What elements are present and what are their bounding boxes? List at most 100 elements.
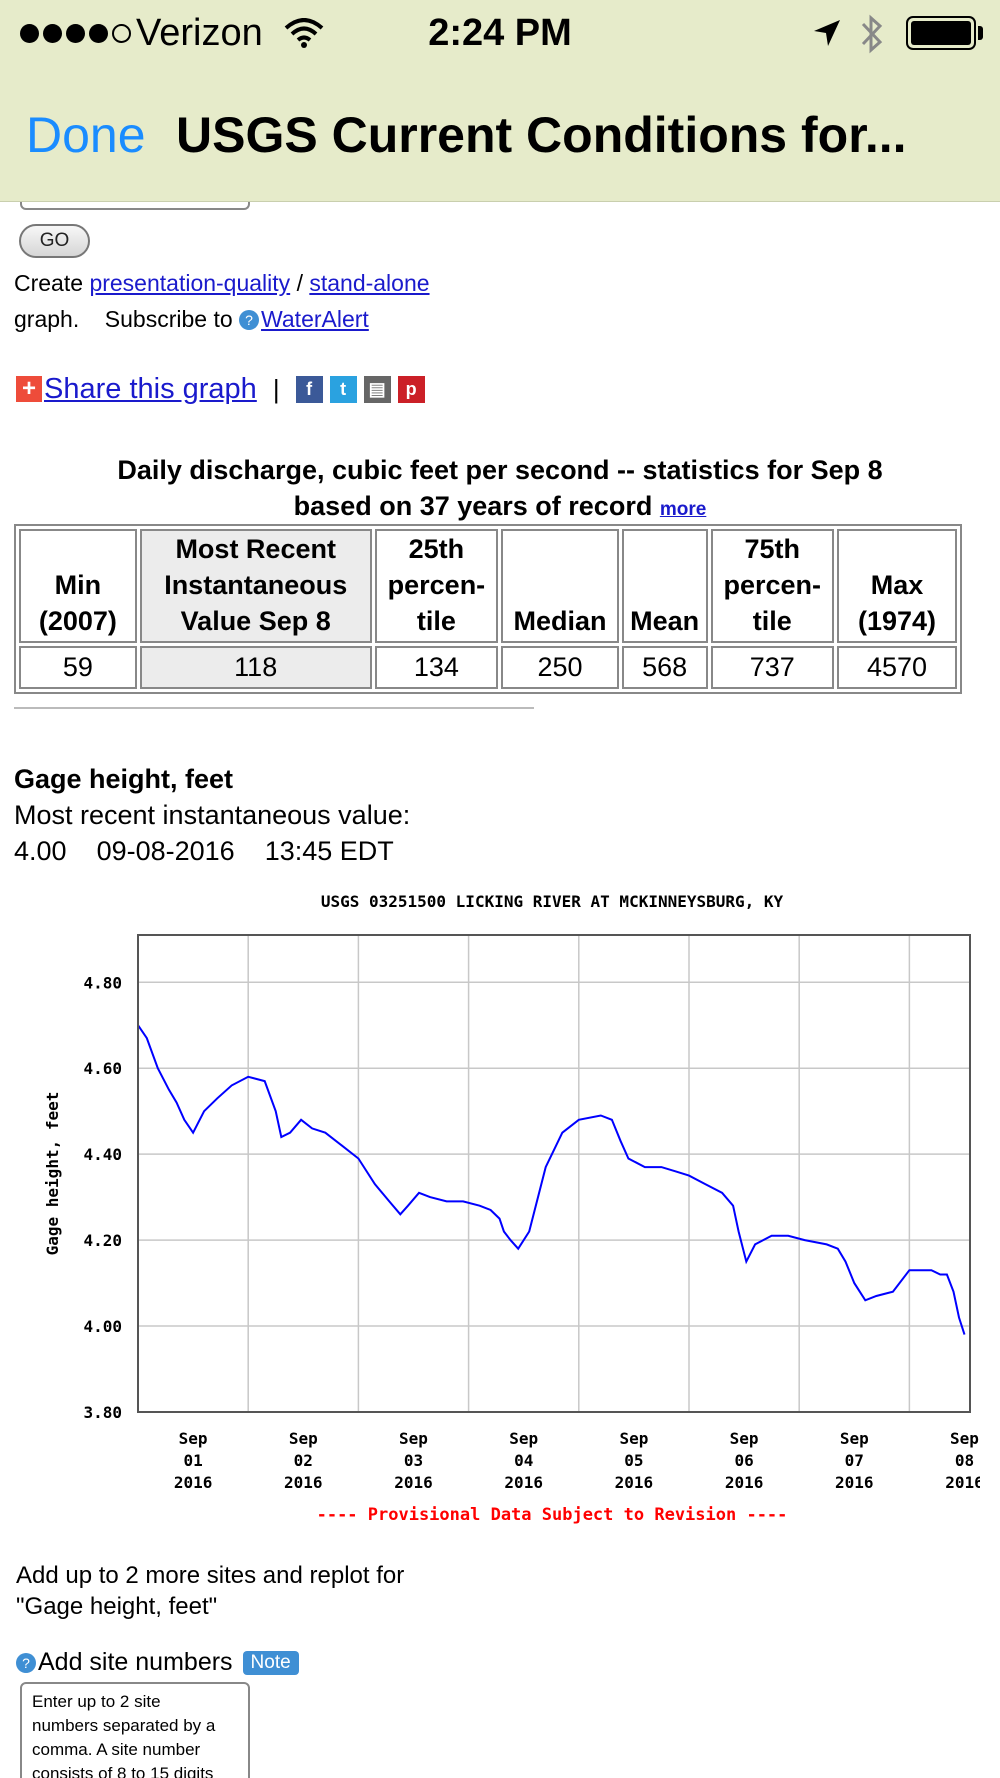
- create-text: Create: [14, 270, 84, 296]
- note-badge[interactable]: Note: [242, 1650, 299, 1675]
- x-ticks: Sep 01 2016 Sep 02 2016 Sep 03 2016 Sep 04 2016 Sep 0…: [174, 1429, 980, 1492]
- stats-value-row: 59 118 134 250 568 737 4570: [19, 646, 957, 689]
- location-arrow-icon: [814, 20, 840, 46]
- chart-footer: ---- Provisional Data Subject to Revisio…: [317, 1505, 788, 1525]
- x-tick-label: 2016: [504, 1473, 543, 1492]
- go-button[interactable]: GO: [19, 224, 90, 258]
- bluetooth-icon: [861, 14, 883, 54]
- status-bar: Verizon 2:24 PM: [0, 0, 1000, 70]
- add-sites-line1: Add up to 2 more sites and replot for: [16, 1562, 405, 1589]
- add-sites-text: Add up to 2 more sites and replot for "G…: [16, 1560, 404, 1622]
- presentation-quality-link[interactable]: presentation-quality: [89, 270, 291, 296]
- carrier-name: Verizon: [136, 12, 263, 54]
- y-tick-label: 4.40: [83, 1145, 122, 1164]
- divider: [14, 707, 534, 709]
- textarea-line: numbers separated by a: [32, 1716, 216, 1735]
- help-icon[interactable]: ?: [16, 1652, 36, 1673]
- plus-icon[interactable]: +: [16, 376, 42, 402]
- y-tick-label: 4.60: [83, 1059, 122, 1078]
- x-tick-label: 04: [514, 1451, 533, 1470]
- twitter-icon[interactable]: t: [329, 375, 357, 403]
- site-numbers-textarea[interactable]: Enter up to 2 site numbers separated by …: [20, 1682, 250, 1778]
- series-line: [137, 1024, 966, 1335]
- stats-header-cell: Min (2007): [19, 529, 137, 643]
- stats-header-cell: 25th percen-tile: [374, 529, 499, 643]
- stats-table: Min (2007) Most Recent Instantaneous Value …: [14, 524, 962, 694]
- stats-value-cell: 737: [710, 646, 834, 689]
- nav-bar: Done USGS Current Conditions for...: [0, 90, 1000, 180]
- gage-time: 13:45 EDT: [264, 836, 394, 866]
- add-site-numbers-label: Add site numbers: [38, 1648, 233, 1676]
- pinterest-icon[interactable]: p: [397, 375, 425, 403]
- y-tick-label: 3.80: [83, 1403, 122, 1422]
- gage-date: 09-08-2016: [96, 836, 235, 866]
- battery-icon: [906, 16, 976, 50]
- plot-frame: [137, 934, 971, 1413]
- stats-caption-line1: Daily discharge, cubic feet per second -…: [117, 455, 883, 485]
- y-axis-label: Gage height, feet: [43, 1092, 62, 1256]
- gage-title: Gage height, feet: [14, 764, 234, 794]
- y-tick-label: 4.80: [83, 973, 122, 992]
- x-tick-label: Sep: [840, 1429, 869, 1448]
- x-tick-label: 08: [955, 1451, 974, 1470]
- stats-caption-line2: based on 37 years of record: [293, 491, 653, 521]
- y-ticks: 4.80 4.60 4.40 4.20 4.00 3.80: [83, 973, 122, 1422]
- print-icon[interactable]: ▤: [363, 375, 391, 403]
- share-row: + Share this graph | f t ▤ p: [16, 372, 432, 406]
- help-icon[interactable]: ?: [239, 310, 260, 330]
- stand-alone-link[interactable]: stand-alone: [309, 270, 430, 296]
- x-tick-label: Sep: [619, 1429, 648, 1448]
- x-tick-label: 2016: [835, 1473, 874, 1492]
- wifi-icon: [284, 18, 324, 48]
- add-sites-line2: "Gage height, feet": [16, 1593, 218, 1620]
- link-separator: /: [296, 270, 303, 296]
- share-graph-link[interactable]: Share this graph: [44, 372, 257, 405]
- stats-value-cell: 118: [139, 646, 372, 689]
- done-button[interactable]: Done: [26, 107, 146, 163]
- x-tick-label: Sep: [289, 1429, 318, 1448]
- x-tick-label: 06: [734, 1451, 753, 1470]
- x-tick-label: 05: [624, 1451, 643, 1470]
- x-tick-label: Sep: [730, 1429, 759, 1448]
- gage-subtitle: Most recent instantaneous value:: [14, 800, 411, 830]
- y-tick-label: 4.20: [83, 1231, 122, 1250]
- textarea-line: comma. A site number: [32, 1740, 201, 1759]
- x-tick-label: 01: [183, 1451, 202, 1470]
- status-time: 2:24 PM: [428, 12, 572, 54]
- x-tick-label: 07: [845, 1451, 864, 1470]
- gage-value: 4.00: [14, 836, 67, 866]
- signal-strength-icon: [20, 24, 131, 43]
- nav-title: USGS Current Conditions for...: [176, 107, 907, 163]
- stats-value-cell: 568: [621, 646, 708, 689]
- stats-header-cell: Mean: [621, 529, 708, 643]
- stats-header-cell: Median: [501, 529, 619, 643]
- x-tick-label: 2016: [174, 1473, 213, 1492]
- graph-text: graph.: [14, 306, 80, 332]
- stats-header-cell: Max (1974): [836, 529, 957, 643]
- x-tick-label: Sep: [950, 1429, 979, 1448]
- share-separator: |: [272, 373, 280, 404]
- stats-value-cell: 250: [501, 646, 619, 689]
- x-tick-label: 2016: [284, 1473, 323, 1492]
- x-tick-label: Sep: [179, 1429, 208, 1448]
- x-tick-label: Sep: [509, 1429, 538, 1448]
- stats-caption: Daily discharge, cubic feet per second -…: [0, 452, 1000, 528]
- textarea-line: consists of 8 to 15 digits: [32, 1764, 214, 1778]
- chart-title: USGS 03251500 LICKING RIVER AT MCKINNEYS…: [321, 892, 784, 911]
- textarea-line: Enter up to 2 site: [32, 1692, 161, 1711]
- stats-header-row: Min (2007) Most Recent Instantaneous Value …: [19, 529, 957, 643]
- x-tick-label: 03: [404, 1451, 423, 1470]
- facebook-icon[interactable]: f: [295, 375, 323, 403]
- chart-grid: [138, 935, 970, 1413]
- battery-tip: [978, 26, 983, 40]
- x-tick-label: 2016: [725, 1473, 764, 1492]
- wateralert-link[interactable]: WaterAlert: [261, 306, 369, 332]
- subscribe-text: Subscribe to: [104, 306, 233, 332]
- browser-top-bar: Verizon 2:24 PM Done USGS Current Condit…: [0, 0, 1000, 202]
- more-link[interactable]: more: [659, 499, 707, 520]
- chart-series: [137, 1024, 966, 1335]
- gage-value-line: 4.00 09-08-2016 13:45 EDT: [14, 836, 394, 867]
- create-graph-line: Create presentation-quality / stand-alon…: [14, 270, 430, 297]
- add-site-numbers-row: ? Add site numbers Note: [16, 1648, 299, 1677]
